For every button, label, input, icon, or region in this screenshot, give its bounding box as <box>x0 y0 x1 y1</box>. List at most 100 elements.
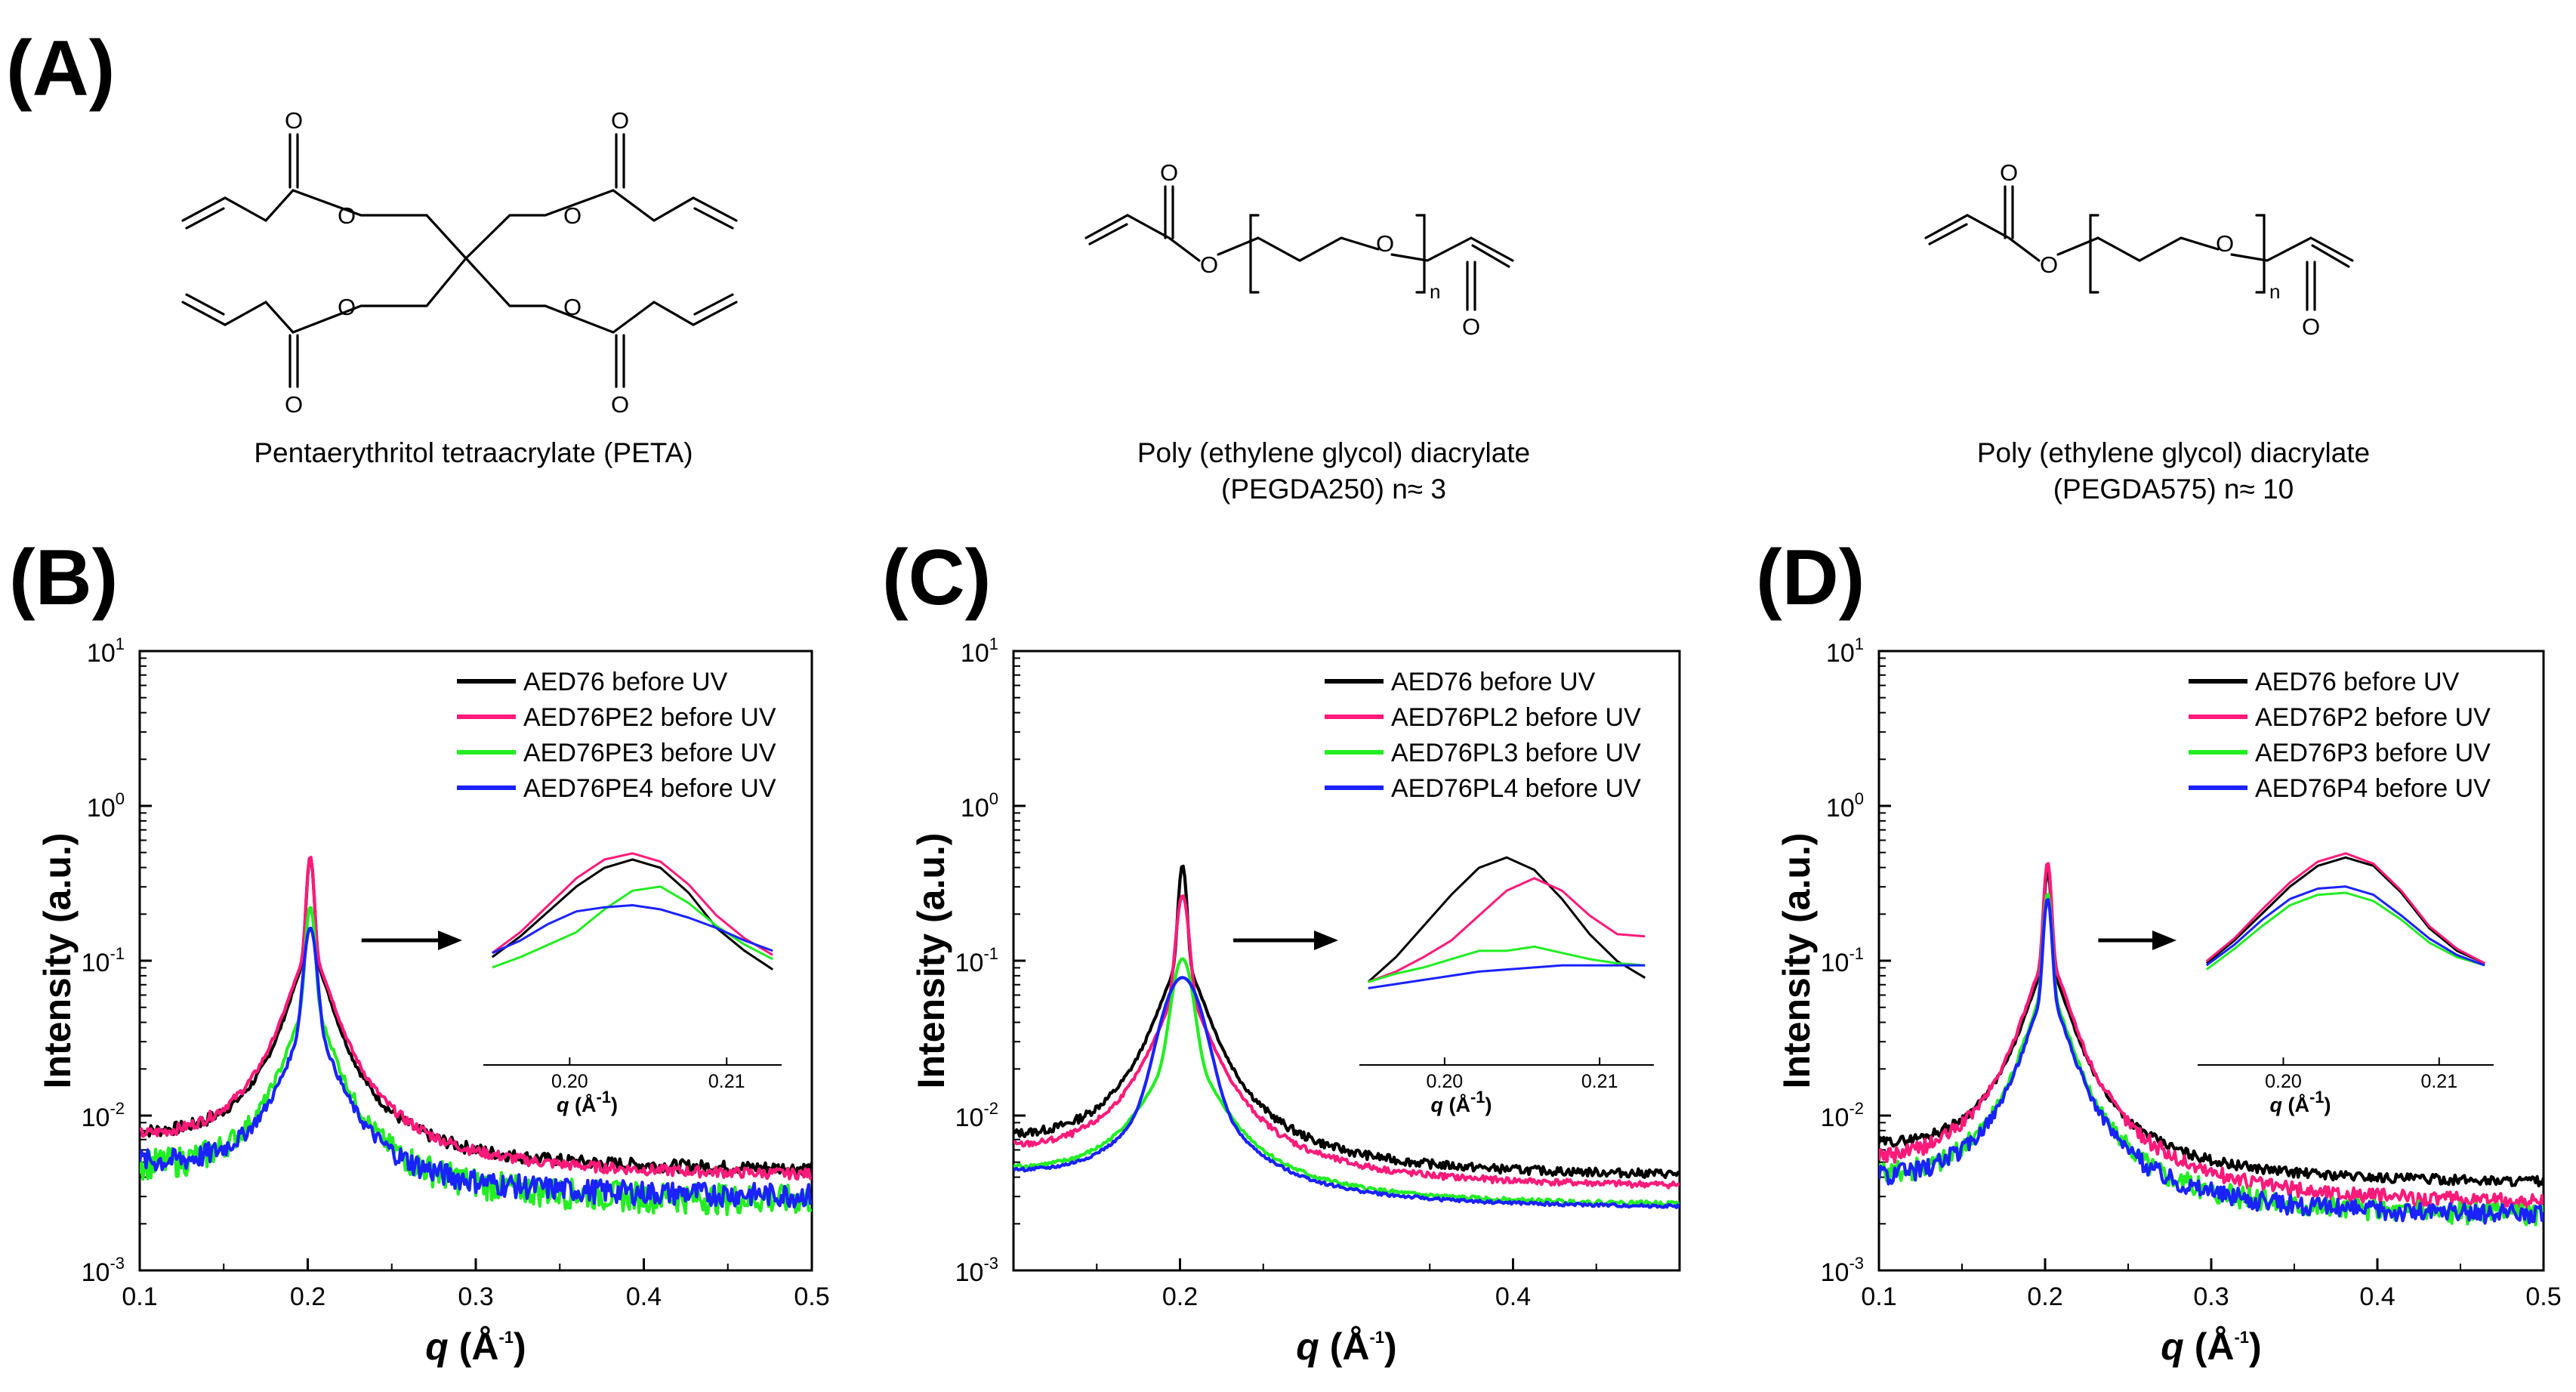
inset-series-line <box>491 852 773 956</box>
structure-pegda250: O O O O n Poly (ethylene glycol) diacryl… <box>1084 159 1530 505</box>
inset-x-axis-title: q (Å-1) <box>2269 1088 2331 1116</box>
y-axis-title: Intensity (a.u.) <box>910 833 952 1089</box>
y-tick-label: 101 <box>1826 634 1864 668</box>
pegda575-atom-3: O <box>2216 230 2234 257</box>
inset-series-line <box>491 858 774 971</box>
chart-c: 10-3 10-2 10-1 100 101 0.2 0.4 q (Å-1) Intensity… <box>910 634 1681 1368</box>
peta-atom-2: O <box>611 107 629 134</box>
y-tick-label: 100 <box>87 789 125 823</box>
inset-series-line <box>2205 891 2485 971</box>
y-tick-label: 10-1 <box>82 944 125 977</box>
peta-skeleton <box>181 189 738 334</box>
arrow-head <box>438 931 462 950</box>
x-tick-label: 0.4 <box>2359 1282 2395 1311</box>
legend-label: AED76PE4 before UV <box>523 774 776 803</box>
inset-x-tick-label: 0.20 <box>2265 1071 2302 1092</box>
peta-atom-5: O <box>338 294 356 320</box>
series-line <box>1879 862 2544 1211</box>
pegda250-subscript: n <box>1430 280 1440 303</box>
peta-atom-3: O <box>338 202 356 229</box>
pegda575-skeleton <box>1924 214 2354 294</box>
panel-label-b: (B) <box>9 534 118 622</box>
pegda575-atom-1: O <box>2000 159 2018 186</box>
panel-label-c: (C) <box>882 534 991 622</box>
legend-label: AED76PL3 before UV <box>1391 739 1641 767</box>
peta-atom-1: O <box>285 107 303 134</box>
x-axis-title: q (Å-1) <box>425 1326 526 1368</box>
y-tick-label: 100 <box>1826 789 1864 823</box>
inset-x-tick-label: 0.20 <box>1427 1071 1464 1092</box>
peta-atom-7: O <box>285 391 303 418</box>
legend-label: AED76PE2 before UV <box>523 703 776 732</box>
y-axis-title: Intensity (a.u.) <box>1775 833 1818 1089</box>
x-tick-label: 0.3 <box>2193 1282 2229 1311</box>
legend-label: AED76P4 before UV <box>2255 774 2491 803</box>
y-tick-label: 100 <box>961 789 998 823</box>
panel-label-d: (D) <box>1756 534 1865 622</box>
y-tick-label: 10-3 <box>82 1254 125 1287</box>
series-line <box>1879 897 2544 1225</box>
chart-d: 10-3 10-2 10-1 100 101 0.1 0.2 0.3 0.4 0.5 q (Å-1)… <box>1775 634 2562 1368</box>
inset-x-tick-label: 0.21 <box>2420 1071 2457 1092</box>
y-tick-label: 10-1 <box>1821 944 1864 977</box>
structure-peta: O O O O O O O O Pentaerythritol tetraacr… <box>181 107 738 468</box>
inset-series-line <box>2205 856 2485 965</box>
y-axis-title: Intensity (a.u.) <box>36 833 79 1089</box>
series-line <box>140 906 812 1217</box>
x-tick-label: 0.3 <box>458 1282 493 1311</box>
peta-atom-4: O <box>563 202 582 229</box>
legend-label: AED76P2 before UV <box>2255 703 2491 732</box>
x-tick-label: 0.2 <box>290 1282 325 1311</box>
x-tick-label: 0.2 <box>1162 1282 1198 1311</box>
inset-x-tick-label: 0.21 <box>708 1071 745 1092</box>
inset-x-tick-label: 0.21 <box>1581 1071 1618 1092</box>
inset-x-axis-title: q (Å-1) <box>1430 1088 1492 1116</box>
x-tick-label: 0.4 <box>1495 1282 1531 1311</box>
pegda250-atom-3: O <box>1376 230 1394 257</box>
peta-double-bonds <box>185 133 734 388</box>
pegda575-subscript: n <box>2269 280 2280 303</box>
x-tick-label: 0.2 <box>2027 1282 2062 1311</box>
inset-series-line <box>1367 856 1646 983</box>
inset-series-line <box>2205 885 2485 967</box>
pegda250-atom-4: O <box>1462 313 1480 340</box>
series-line <box>1013 976 1680 1209</box>
inset-x-axis-title: q (Å-1) <box>557 1088 618 1116</box>
series-line <box>140 926 812 1209</box>
x-axis-title: q (Å-1) <box>2161 1326 2261 1368</box>
x-tick-label: 0.5 <box>794 1282 829 1311</box>
panel-label-a: (A) <box>6 25 115 113</box>
pegda250-caption-detail: (PEGDA250) n≈ 3 <box>1221 474 1446 505</box>
x-tick-label: 0.5 <box>2525 1282 2561 1311</box>
pegda575-atom-2: O <box>2040 252 2058 278</box>
y-tick-label: 10-2 <box>955 1099 998 1132</box>
pegda575-double-bonds <box>1928 185 2350 311</box>
legend-label: AED76PL2 before UV <box>1391 703 1641 732</box>
pegda250-caption-name: Poly (ethylene glycol) diacrylate <box>1137 437 1530 468</box>
y-tick-label: 10-1 <box>955 944 998 977</box>
legend-label: AED76 before UV <box>1391 668 1596 696</box>
inset-series-line <box>1368 945 1646 983</box>
x-tick-label: 0.4 <box>626 1282 662 1311</box>
y-tick-label: 101 <box>87 634 125 668</box>
pegda250-skeleton <box>1084 214 1514 294</box>
pegda250-atom-1: O <box>1160 159 1178 186</box>
y-tick-label: 10-2 <box>1821 1099 1864 1132</box>
legend-label: AED76 before UV <box>523 668 728 696</box>
pegda575-atom-4: O <box>2302 313 2320 340</box>
inset-x-tick-label: 0.20 <box>551 1071 588 1092</box>
x-axis-title: q (Å-1) <box>1296 1326 1396 1368</box>
arrow-head <box>1314 931 1338 950</box>
series-line <box>1013 957 1680 1207</box>
x-tick-label: 0.1 <box>122 1282 157 1311</box>
y-tick-label: 10-3 <box>1821 1254 1864 1287</box>
y-tick-label: 10-3 <box>955 1254 998 1287</box>
y-tick-label: 10-2 <box>82 1099 125 1132</box>
inset-series-line <box>492 904 773 955</box>
legend-label: AED76P3 before UV <box>2255 739 2491 767</box>
inset-series-line <box>1368 877 1646 983</box>
x-tick-label: 0.1 <box>1861 1282 1896 1311</box>
inset-series-line <box>2205 852 2485 965</box>
arrow-head <box>2152 931 2176 950</box>
